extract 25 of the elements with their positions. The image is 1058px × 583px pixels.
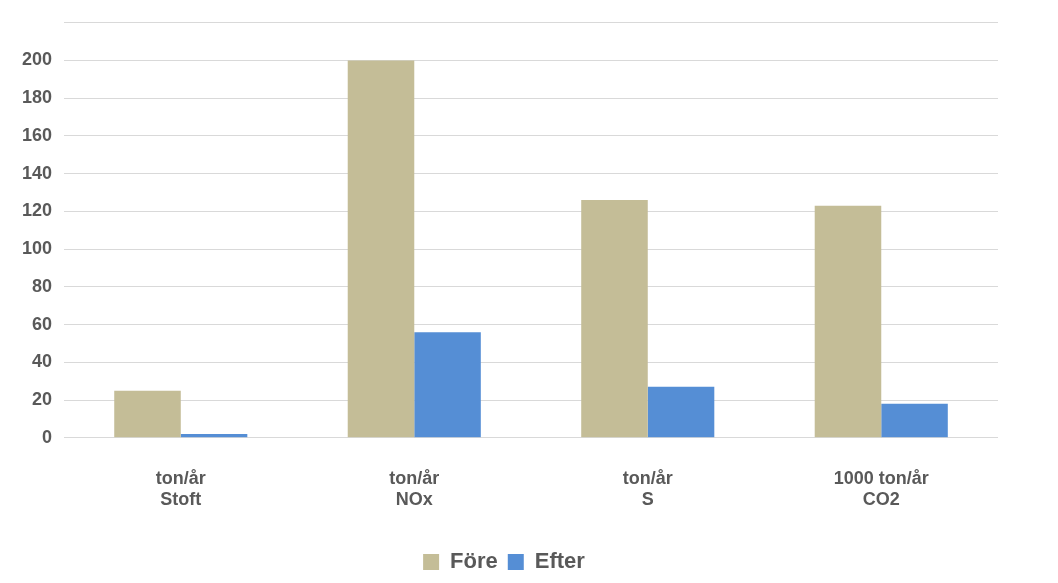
bar [647, 386, 715, 438]
x-tick-label: 1000 ton/år CO2 [833, 467, 929, 510]
x-tick-label: ton/år Stoft [155, 467, 206, 510]
bar [414, 332, 481, 438]
y-tick-label: 100 [21, 238, 53, 259]
y-tick-label: 140 [21, 162, 53, 183]
y-tick-label: 80 [32, 275, 53, 296]
bar [881, 403, 948, 438]
bar [347, 60, 415, 438]
legend-label: Efter [534, 548, 586, 574]
y-tick-label: 20 [32, 389, 53, 410]
y-tick-label: 200 [21, 49, 53, 70]
legend-label: Före [450, 548, 498, 574]
x-tick-label: ton/år NOx [389, 467, 440, 510]
y-tick-label: 160 [21, 124, 53, 145]
y-tick-label: 40 [32, 351, 53, 372]
y-tick-label: 180 [21, 87, 53, 108]
bar [814, 205, 882, 438]
bar [581, 200, 648, 438]
y-tick-label: 120 [21, 200, 53, 221]
y-tick-label: 0 [42, 426, 53, 447]
bar [114, 390, 181, 438]
bar [180, 434, 248, 438]
x-tick-label: ton/år S [622, 467, 673, 510]
y-tick-label: 60 [32, 313, 53, 334]
